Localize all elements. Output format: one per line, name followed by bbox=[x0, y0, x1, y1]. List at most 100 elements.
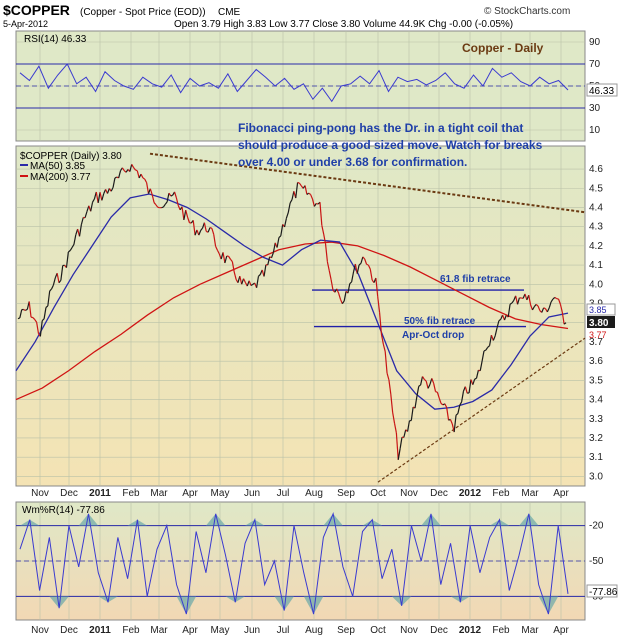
price-segment bbox=[99, 192, 103, 201]
overbought-fill bbox=[137, 519, 148, 526]
price-segment bbox=[324, 243, 329, 262]
price-segment bbox=[101, 193, 105, 201]
rsi-y-tick: 10 bbox=[589, 125, 601, 136]
price-segment bbox=[155, 204, 159, 208]
price-segment bbox=[135, 169, 138, 172]
x-tick-label: Aug bbox=[305, 625, 323, 636]
price-segment bbox=[129, 164, 133, 172]
price-segment bbox=[183, 210, 187, 221]
price-segment bbox=[95, 191, 99, 203]
annotation-line-2: should produce a good sized move. Watch … bbox=[238, 138, 543, 152]
price-segment bbox=[490, 334, 494, 341]
price-segment bbox=[255, 276, 260, 288]
fib-618-label: 61.8 fib retrace bbox=[440, 274, 511, 285]
price-segment bbox=[464, 386, 468, 394]
price-segment bbox=[543, 307, 546, 310]
price-segment bbox=[435, 391, 438, 393]
price-segment bbox=[203, 222, 207, 232]
price-segment bbox=[475, 370, 479, 379]
price-segment bbox=[170, 194, 173, 197]
price-y-tick: 4.4 bbox=[589, 202, 603, 213]
price-segment bbox=[546, 307, 550, 313]
price-segment bbox=[377, 296, 381, 313]
oversold-fill bbox=[98, 596, 109, 603]
ma50-last: 3.85 bbox=[589, 305, 607, 315]
price-segment bbox=[168, 192, 172, 197]
price-segment bbox=[121, 167, 125, 172]
price-segment bbox=[258, 274, 261, 277]
overbought-fill bbox=[372, 519, 383, 526]
overbought-fill bbox=[78, 513, 89, 526]
price-segment bbox=[198, 230, 202, 236]
price-segment bbox=[161, 206, 164, 209]
price-segment bbox=[276, 237, 280, 248]
price-segment bbox=[446, 407, 450, 421]
price-segment bbox=[295, 182, 299, 199]
price-segment bbox=[449, 419, 453, 425]
price-segment bbox=[267, 256, 271, 266]
overbought-fill bbox=[205, 513, 216, 526]
price-segment bbox=[393, 423, 397, 433]
price-segment bbox=[216, 249, 220, 255]
legend-ma200: MA(200) 3.77 bbox=[30, 172, 91, 183]
oversold-fill bbox=[235, 596, 246, 603]
price-segment bbox=[142, 177, 146, 180]
x-tick-label: Dec bbox=[60, 625, 78, 636]
x-tick-label: Nov bbox=[31, 488, 49, 499]
price-segment bbox=[362, 256, 366, 260]
price-segment bbox=[354, 263, 358, 274]
overbought-fill bbox=[127, 519, 138, 526]
price-segment bbox=[47, 290, 51, 306]
price-segment bbox=[479, 360, 483, 371]
x-tick-label: Nov bbox=[400, 488, 418, 499]
fib-50-sublabel: Apr-Oct drop bbox=[402, 330, 464, 341]
price-segment bbox=[515, 295, 519, 305]
price-segment bbox=[52, 277, 56, 286]
x-tick-label: Oct bbox=[370, 488, 386, 499]
price-segment bbox=[73, 234, 77, 245]
oversold-fill bbox=[108, 596, 118, 603]
williams-last-value: -77.86 bbox=[589, 587, 618, 598]
price-segment bbox=[298, 182, 302, 187]
price-segment bbox=[392, 412, 396, 424]
price-segment bbox=[308, 192, 311, 196]
price-segment bbox=[263, 264, 267, 277]
overbought-fill bbox=[431, 513, 441, 526]
price-segment bbox=[557, 298, 561, 305]
oversold-fill bbox=[59, 596, 69, 609]
price-segment bbox=[248, 280, 252, 286]
price-segment bbox=[341, 300, 345, 305]
price-segment bbox=[453, 415, 457, 433]
price-segment bbox=[384, 351, 388, 374]
price-y-tick: 3.1 bbox=[589, 452, 603, 463]
price-segment bbox=[233, 271, 237, 280]
date-label: 5-Apr-2012 bbox=[3, 19, 48, 29]
x-tick-label: 2012 bbox=[459, 488, 482, 499]
price-segment bbox=[270, 252, 274, 258]
price-segment bbox=[164, 201, 168, 205]
williams-indicator bbox=[16, 512, 585, 615]
price-segment bbox=[496, 320, 500, 329]
oversold-fill bbox=[49, 596, 60, 609]
price-segment bbox=[326, 261, 330, 271]
price-segment bbox=[455, 413, 459, 416]
price-segment bbox=[421, 376, 425, 380]
x-tick-label: Apr bbox=[553, 625, 569, 636]
price-segment bbox=[242, 278, 246, 283]
price-segment bbox=[321, 225, 325, 235]
price-segment bbox=[224, 255, 228, 264]
price-segment bbox=[151, 194, 155, 203]
price-y-tick: 3.5 bbox=[589, 375, 603, 386]
price-segment bbox=[414, 396, 418, 409]
price-plot bbox=[15, 152, 586, 483]
price-segment bbox=[492, 335, 496, 341]
x-tick-label: Aug bbox=[305, 488, 323, 499]
price-segment bbox=[367, 264, 371, 270]
price-y-tick: 3.6 bbox=[589, 356, 603, 367]
price-last-badge bbox=[587, 316, 615, 328]
x-tick-label: Sep bbox=[337, 625, 355, 636]
rsi-indicator bbox=[16, 63, 585, 109]
price-segment bbox=[313, 203, 317, 207]
price-segment bbox=[84, 211, 88, 218]
